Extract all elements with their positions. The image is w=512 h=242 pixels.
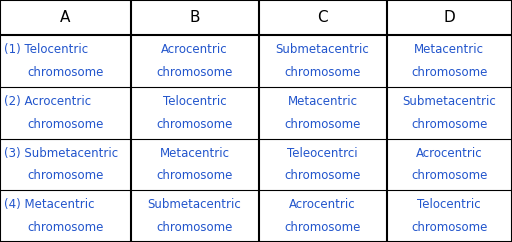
Text: chromosome: chromosome xyxy=(27,169,103,182)
Text: Submetacentric: Submetacentric xyxy=(402,95,496,108)
Text: chromosome: chromosome xyxy=(411,221,487,234)
Text: B: B xyxy=(189,10,200,25)
Text: Submetacentric: Submetacentric xyxy=(275,43,370,56)
Text: D: D xyxy=(443,10,455,25)
Text: (1) Telocentric: (1) Telocentric xyxy=(4,43,88,56)
Text: (3) Submetacentric: (3) Submetacentric xyxy=(4,146,118,159)
Text: chromosome: chromosome xyxy=(27,66,103,79)
Text: chromosome: chromosome xyxy=(411,66,487,79)
Text: chromosome: chromosome xyxy=(156,169,233,182)
Text: Acrocentric: Acrocentric xyxy=(416,146,483,159)
Text: Acrocentric: Acrocentric xyxy=(161,43,228,56)
Text: Metacentric: Metacentric xyxy=(288,95,357,108)
Text: chromosome: chromosome xyxy=(27,221,103,234)
Text: Submetacentric: Submetacentric xyxy=(147,198,242,211)
Text: chromosome: chromosome xyxy=(156,66,233,79)
Text: chromosome: chromosome xyxy=(411,169,487,182)
Text: (2) Acrocentric: (2) Acrocentric xyxy=(4,95,91,108)
Text: Metacentric: Metacentric xyxy=(160,146,229,159)
Text: Teleocentrci: Teleocentrci xyxy=(287,146,358,159)
Text: chromosome: chromosome xyxy=(156,118,233,131)
Text: Metacentric: Metacentric xyxy=(414,43,484,56)
Text: A: A xyxy=(60,10,71,25)
Text: chromosome: chromosome xyxy=(284,169,361,182)
Text: Telocentric: Telocentric xyxy=(163,95,226,108)
Text: chromosome: chromosome xyxy=(284,221,361,234)
Text: chromosome: chromosome xyxy=(284,66,361,79)
Text: chromosome: chromosome xyxy=(411,118,487,131)
Text: Acrocentric: Acrocentric xyxy=(289,198,356,211)
Text: C: C xyxy=(317,10,328,25)
Text: Telocentric: Telocentric xyxy=(417,198,481,211)
Text: chromosome: chromosome xyxy=(156,221,233,234)
Text: (4) Metacentric: (4) Metacentric xyxy=(4,198,95,211)
Text: chromosome: chromosome xyxy=(284,118,361,131)
Text: chromosome: chromosome xyxy=(27,118,103,131)
